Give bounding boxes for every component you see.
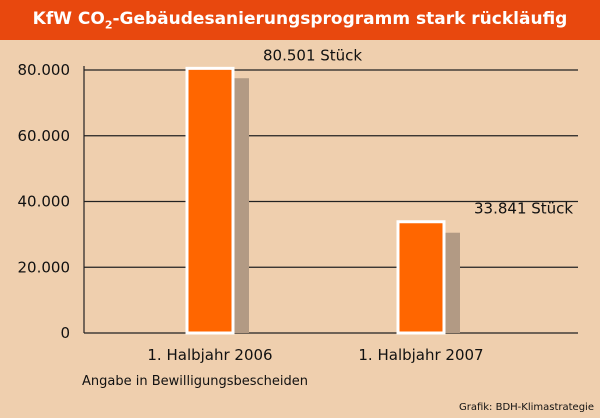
data-label: 80.501 Stück	[263, 46, 362, 64]
y-tick-label: 80.000	[18, 61, 71, 79]
x-tick-label: 1. Halbjahr 2006	[147, 346, 272, 364]
chart-title: KfW CO2-Gebäudesanierungsprogramm stark …	[32, 8, 568, 32]
y-tick-label: 60.000	[18, 127, 71, 145]
y-tick-label: 40.000	[18, 193, 71, 211]
data-note: Angabe in Bewilligungsbescheiden	[82, 374, 308, 389]
bar-shadow	[233, 78, 249, 333]
data-label: 33.841 Stück	[474, 200, 573, 218]
bar	[185, 66, 235, 335]
bar	[396, 220, 446, 335]
chart-title-bar: KfW CO2-Gebäudesanierungsprogramm stark …	[0, 0, 600, 40]
x-tick-label: 1. Halbjahr 2007	[358, 346, 483, 364]
y-tick-label: 0	[60, 324, 70, 342]
bar-shadow	[444, 232, 460, 333]
chart-credit: Grafik: BDH-Klimastrategie	[458, 402, 594, 413]
y-tick-label: 20.000	[18, 258, 71, 276]
